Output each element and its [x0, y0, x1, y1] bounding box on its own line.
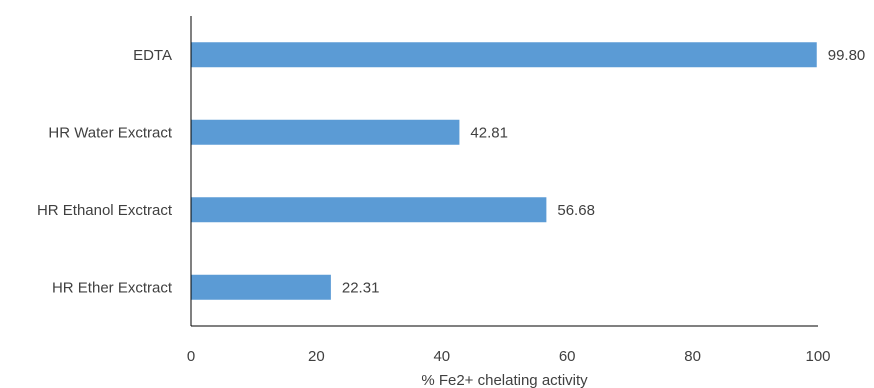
data-label-3: 22.31 [342, 279, 380, 296]
x-tick-label-2: 40 [433, 348, 450, 365]
x-axis-title: % Fe2+ chelating activity [421, 372, 588, 388]
data-label-0: 99.80 [828, 47, 866, 64]
data-label-2: 56.68 [557, 202, 595, 219]
x-tick-label-0: 0 [187, 348, 195, 365]
x-tick-label-1: 20 [308, 348, 325, 365]
bar-2 [191, 197, 547, 223]
axes-layer [190, 16, 818, 327]
bar-1 [191, 119, 460, 145]
bar-0 [191, 42, 817, 68]
category-label-2: HR Ethanol Exctract [37, 202, 173, 219]
bars-layer [191, 42, 817, 300]
x-tick-label-4: 80 [684, 348, 701, 365]
data-label-1: 42.81 [470, 124, 508, 141]
category-label-1: HR Water Exctract [48, 124, 172, 141]
x-tick-labels: 0 20 40 60 80 100 [187, 348, 831, 365]
x-tick-label-5: 100 [805, 348, 830, 365]
x-tick-label-3: 60 [559, 348, 576, 365]
data-labels: 99.80 42.81 56.68 22.31 [342, 47, 865, 297]
bar-3 [191, 274, 331, 300]
category-labels: EDTA HR Water Exctract HR Ethanol Exctract… [37, 47, 173, 297]
category-label-0: EDTA [133, 47, 172, 64]
category-label-3: HR Ether Exctract [52, 279, 173, 296]
